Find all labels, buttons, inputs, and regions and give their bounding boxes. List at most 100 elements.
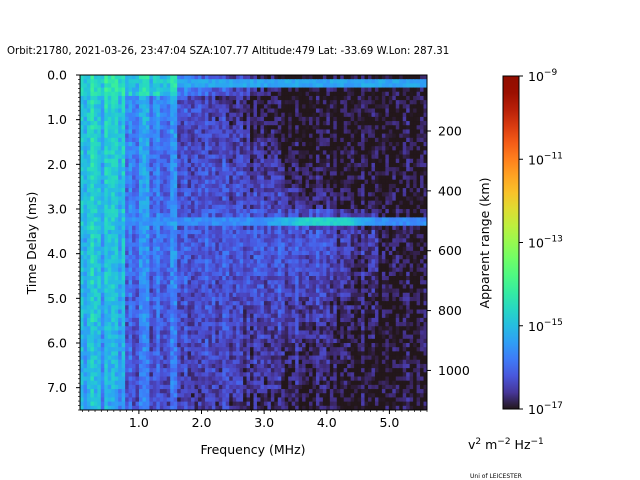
heatmap-cell — [97, 142, 102, 147]
heatmap-cell — [357, 154, 362, 160]
heatmap-cell — [121, 75, 126, 80]
heatmap-cell — [357, 171, 362, 177]
heatmap-cell — [201, 75, 206, 80]
heatmap-cell — [409, 108, 414, 114]
heatmap-cell — [364, 154, 369, 160]
heatmap-cell — [250, 246, 255, 252]
heatmap-cell — [364, 125, 369, 131]
heatmap-cell — [267, 175, 272, 181]
heatmap-cell — [378, 83, 383, 89]
heatmap-cell — [250, 104, 255, 110]
heatmap-cell — [368, 158, 373, 164]
heatmap-cell — [319, 175, 324, 181]
heatmap-cell — [83, 146, 88, 151]
heatmap-cell — [180, 104, 185, 110]
heatmap-cell — [180, 225, 185, 231]
heatmap-cell — [170, 225, 175, 231]
heatmap-cell — [305, 83, 310, 89]
heatmap-cell — [208, 196, 213, 202]
heatmap-cell — [184, 121, 189, 126]
heatmap-cell — [409, 167, 414, 172]
heatmap-cell — [149, 133, 154, 139]
heatmap-cell — [118, 271, 123, 277]
heatmap-cell — [149, 276, 154, 281]
heatmap-cell — [152, 250, 157, 256]
heatmap-cell — [350, 162, 355, 168]
heatmap-cell — [187, 183, 192, 189]
heatmap-cell — [371, 238, 376, 244]
heatmap-cell — [329, 250, 334, 256]
heatmap-cell — [399, 121, 404, 126]
heatmap-cell — [211, 162, 216, 168]
heatmap-cell — [343, 200, 348, 206]
heatmap-cell — [180, 204, 185, 210]
heatmap-cell — [385, 79, 390, 84]
heatmap-cell — [114, 150, 119, 156]
heatmap-cell — [100, 204, 105, 210]
heatmap-cell — [170, 267, 175, 273]
heatmap-cell — [253, 158, 258, 164]
heatmap-cell — [152, 125, 157, 131]
heatmap-cell — [364, 204, 369, 210]
heatmap-cell — [118, 204, 123, 210]
heatmap-cell — [100, 154, 105, 160]
heatmap-cell — [253, 188, 258, 193]
heatmap-cell — [420, 154, 425, 160]
heatmap-cell — [208, 112, 213, 118]
heatmap-cell — [239, 83, 244, 89]
heatmap-cell — [361, 104, 366, 110]
heatmap-cell — [388, 87, 393, 93]
heatmap-cell — [135, 142, 140, 147]
heatmap-cell — [215, 188, 220, 193]
heatmap-cell — [97, 116, 102, 122]
heatmap-cell — [420, 179, 425, 185]
heatmap-cell — [135, 259, 140, 265]
heatmap-cell — [402, 116, 407, 122]
heatmap-cell — [135, 150, 140, 156]
heatmap-cell — [163, 255, 168, 260]
heatmap-cell — [277, 112, 282, 118]
heatmap-cell — [197, 225, 203, 231]
heatmap-cell — [163, 204, 168, 210]
heatmap-cell — [378, 196, 383, 202]
heatmap-cell — [173, 75, 178, 80]
heatmap-cell — [125, 137, 130, 143]
heatmap-cell — [184, 209, 189, 214]
heatmap-cell — [170, 250, 175, 256]
heatmap-cell — [291, 104, 296, 110]
heatmap-cell — [218, 250, 223, 256]
heatmap-cell — [114, 162, 119, 168]
heatmap-cell — [239, 238, 244, 244]
heatmap-cell — [399, 150, 404, 156]
heatmap-cell — [267, 276, 272, 281]
heatmap-cell — [340, 75, 345, 80]
heatmap-cell — [416, 154, 421, 160]
heatmap-cell — [184, 87, 189, 93]
heatmap-cell — [250, 250, 255, 256]
heatmap-cell — [309, 133, 314, 139]
heatmap-cell — [385, 229, 390, 235]
heatmap-cell — [309, 87, 314, 93]
heatmap-cell — [413, 229, 418, 235]
heatmap-cell — [270, 158, 275, 164]
heatmap-cell — [142, 108, 147, 114]
heatmap-cell — [392, 91, 397, 97]
heatmap-cell — [347, 129, 352, 135]
heatmap-cell — [166, 209, 171, 214]
heatmap-cell — [194, 133, 199, 139]
heatmap-cell — [121, 150, 126, 156]
heatmap-cell — [420, 100, 425, 105]
heatmap-cell — [142, 188, 147, 193]
heatmap-cell — [302, 162, 307, 168]
heatmap-cell — [340, 204, 345, 210]
heatmap-cell — [284, 116, 289, 122]
heatmap-cell — [277, 133, 282, 139]
heatmap-cell — [302, 188, 307, 193]
heatmap-cell — [187, 234, 192, 239]
heatmap-cell — [381, 91, 386, 97]
heatmap-cell — [413, 150, 418, 156]
heatmap-cell — [302, 137, 307, 143]
heatmap-cell — [302, 276, 307, 281]
heatmap-cell — [343, 271, 348, 277]
heatmap-cell — [354, 91, 359, 97]
